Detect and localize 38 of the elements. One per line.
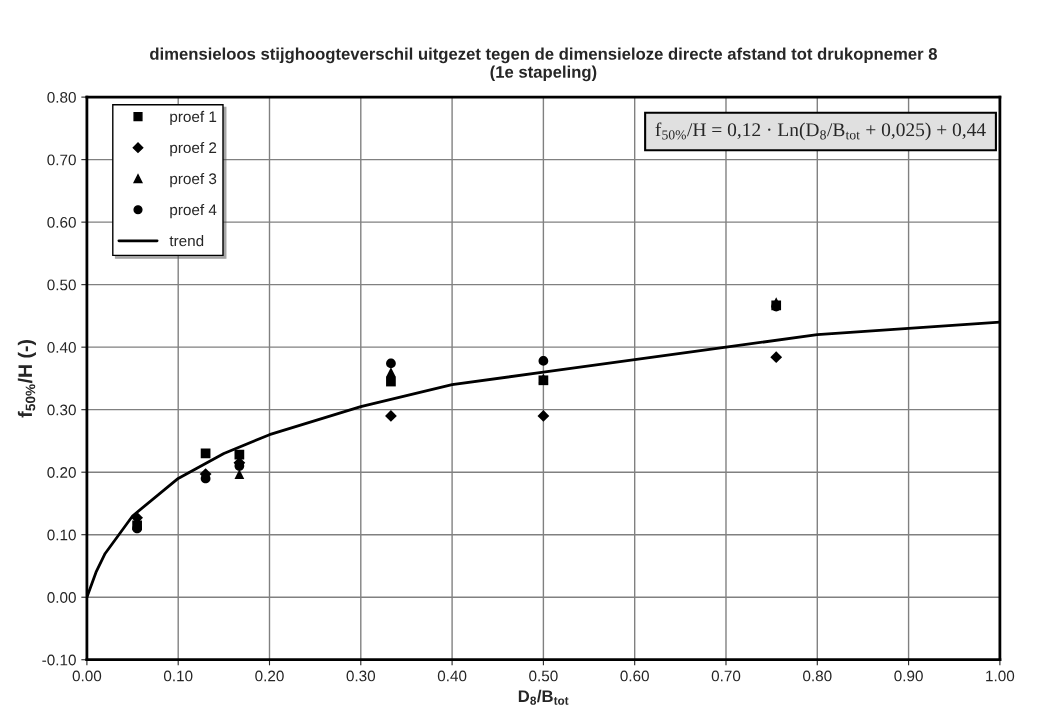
y-tick-label: -0.10 [42, 654, 76, 666]
point [538, 356, 549, 366]
point [385, 410, 397, 422]
y-tick-label: 0.60 [47, 217, 76, 228]
legend-label: proef 1 [170, 110, 217, 126]
x-tick-label: 0.50 [529, 670, 558, 682]
y-axis-title: f$_{50%}$/H (-) [17, 340, 36, 418]
y-tick-label: 0.10 [47, 529, 76, 541]
x-tick-label: 0.90 [894, 670, 923, 682]
x-tick-label: 0.30 [346, 670, 376, 682]
y-tick-label: 0.30 [47, 404, 76, 416]
x-tick-label: 1.00 [986, 670, 1015, 682]
x-tick-label: 0.40 [437, 670, 467, 682]
x-tick-label: 0.80 [803, 670, 832, 682]
y-tick-label: 0.70 [47, 154, 76, 166]
y-tick-label: 0.20 [47, 467, 76, 478]
x-tick-label: 0.20 [255, 670, 284, 682]
point [537, 410, 550, 422]
legend-label: proef 2 [170, 141, 217, 157]
x-axis-title: D$_{8}$/B$_{tot}$ [518, 689, 569, 705]
y-tick-label: 0.80 [47, 91, 76, 103]
point [234, 469, 245, 479]
x-tick-label: 0.10 [163, 670, 193, 682]
point [386, 367, 396, 378]
x-tick-label: 0.60 [620, 670, 649, 682]
legend-label: proef 3 [170, 172, 217, 188]
x-tick-label: 0.70 [711, 670, 741, 682]
point [386, 358, 396, 369]
annotation: f$_{50%}$/H = 0,12 · Ln(D$_{8}$/B$_{tot}$ + 0,025) + 0,44 [655, 122, 986, 141]
y-tick-label: 0.50 [47, 279, 76, 291]
legend-label: proef 4 [170, 204, 217, 219]
point [386, 376, 396, 387]
y-tick-label: 0.40 [47, 342, 76, 353]
legend-label: trend [169, 235, 204, 247]
chart-title: dimensieloos stijghoogteverschil uitgezet tegen de dimensieloze directe afstand tot drukopnemer 8 (1e stapeling) [150, 47, 937, 82]
y-tick-label: 0.00 [47, 592, 76, 603]
point [770, 351, 783, 364]
x-tick-label: 0.00 [72, 670, 102, 682]
